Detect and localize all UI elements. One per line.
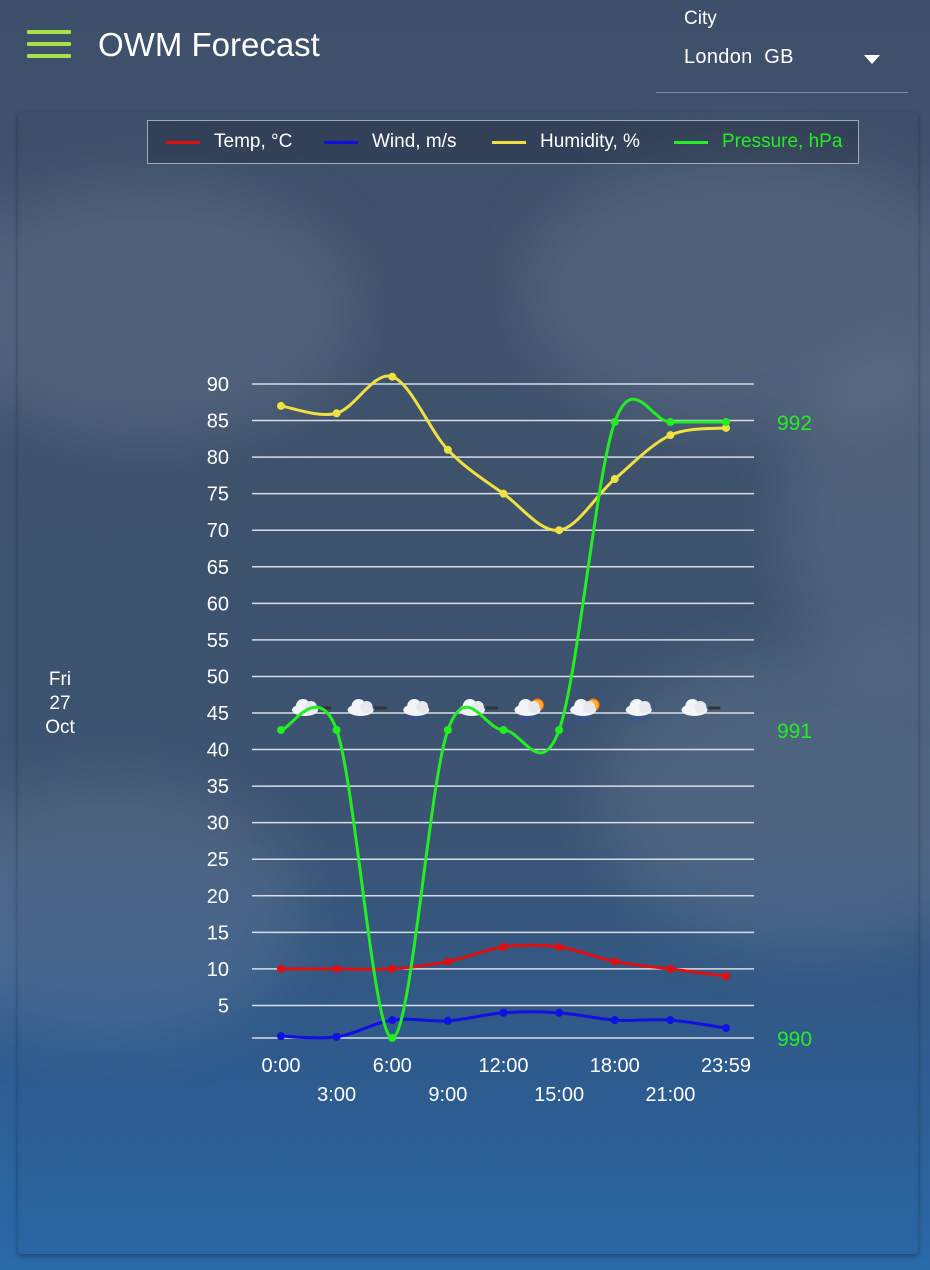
y-tick-label: 45 [207, 703, 229, 725]
legend-item-humidity[interactable]: Humidity, % [492, 121, 640, 163]
data-point-wind[interactable] [555, 1008, 564, 1017]
legend-label-pressure: Pressure, hPa [722, 131, 843, 152]
rain-sun-icon [570, 698, 600, 722]
data-point-humidity[interactable] [722, 423, 730, 432]
y-tick-label: 90 [207, 374, 229, 396]
x-tick-label: 9:00 [428, 1084, 467, 1106]
series-line-humidity [280, 374, 727, 532]
data-point-wind[interactable] [610, 1016, 619, 1025]
y-tick-label: 15 [207, 922, 229, 944]
data-point-temp[interactable] [443, 957, 452, 966]
caret-down-icon [864, 55, 880, 64]
data-point-pressure[interactable] [332, 726, 341, 734]
city-label: City [684, 8, 717, 29]
day-number: 27 [49, 693, 71, 714]
data-point-temp[interactable] [610, 957, 619, 966]
y-tick-label: 5 [218, 995, 229, 1017]
legend-label-humidity: Humidity, % [540, 131, 640, 152]
chart-legend: Temp, °C Wind, m/s Humidity, % Pressure,… [147, 120, 859, 164]
y-tick-label: 65 [207, 557, 229, 579]
data-point-pressure[interactable] [277, 726, 285, 734]
data-point-wind[interactable] [443, 1016, 452, 1025]
data-point-pressure[interactable] [722, 418, 730, 426]
data-point-pressure[interactable] [555, 726, 564, 734]
y2-tick-label: 991 [777, 720, 812, 743]
x-tick-label: 3:00 [317, 1084, 356, 1106]
rain-cloud-icon [403, 699, 430, 722]
x-tick-label: 23:59 [701, 1055, 751, 1077]
data-point-humidity[interactable] [332, 409, 341, 418]
y-tick-label: 85 [207, 411, 229, 433]
data-point-temp[interactable] [722, 972, 730, 981]
y-tick-label: 25 [207, 849, 229, 871]
app-header: OWM Forecast City London GB [0, 0, 930, 100]
legend-swatch-humidity [492, 140, 526, 144]
x-tick-label: 12:00 [478, 1055, 528, 1077]
data-point-pressure[interactable] [499, 726, 508, 734]
y-tick-label: 55 [207, 630, 229, 652]
data-point-temp[interactable] [388, 964, 397, 973]
data-point-wind[interactable] [332, 1032, 341, 1041]
rain-cloud-icon [625, 699, 652, 722]
rain-sun-icon [514, 698, 544, 722]
legend-swatch-pressure [674, 140, 708, 144]
page-title: OWM Forecast [98, 26, 320, 63]
y2-tick-label: 990 [777, 1028, 812, 1051]
data-point-pressure[interactable] [388, 1034, 397, 1042]
data-point-temp[interactable] [277, 964, 285, 973]
data-point-wind[interactable] [277, 1032, 285, 1041]
x-tick-label: 0:00 [262, 1055, 301, 1077]
legend-swatch-temp [166, 140, 200, 144]
x-tick-label: 6:00 [373, 1055, 412, 1077]
legend-label-temp: Temp, °C [214, 131, 293, 152]
legend-swatch-wind [324, 140, 358, 144]
series-line-pressure [280, 397, 726, 1040]
x-tick-label: 21:00 [645, 1084, 695, 1106]
y-tick-label: 40 [207, 740, 229, 762]
data-point-wind[interactable] [722, 1024, 730, 1033]
data-point-pressure[interactable] [610, 418, 619, 426]
data-point-pressure[interactable] [443, 726, 452, 734]
data-point-humidity[interactable] [499, 489, 508, 498]
legend-item-pressure[interactable]: Pressure, hPa [674, 121, 842, 163]
hamburger-icon[interactable] [27, 30, 73, 58]
legend-item-wind[interactable]: Wind, m/s [324, 121, 456, 163]
data-point-pressure[interactable] [666, 418, 675, 426]
data-point-wind[interactable] [499, 1008, 508, 1017]
y-tick-label: 35 [207, 776, 229, 798]
y2-tick-label: 992 [777, 412, 812, 435]
data-point-wind[interactable] [388, 1016, 397, 1025]
data-point-humidity[interactable] [443, 445, 452, 454]
day-month: Oct [45, 717, 75, 738]
cloudy-night-icon [681, 699, 721, 716]
legend-label-wind: Wind, m/s [372, 131, 457, 152]
y-tick-label: 75 [207, 484, 229, 506]
city-value: London GB [684, 46, 794, 68]
data-point-humidity[interactable] [555, 526, 564, 535]
y-tick-label: 30 [207, 813, 229, 835]
y-tick-label: 80 [207, 447, 229, 469]
data-point-temp[interactable] [332, 964, 341, 973]
y-tick-label: 60 [207, 593, 229, 615]
data-point-humidity[interactable] [388, 372, 397, 381]
data-point-humidity[interactable] [610, 475, 619, 484]
legend-item-temp[interactable]: Temp, °C [166, 121, 292, 163]
day-weekday: Fri [48, 669, 72, 690]
y-tick-label: 70 [207, 520, 229, 542]
data-point-temp[interactable] [499, 942, 508, 951]
day-label: Fri 27 Oct [30, 668, 90, 740]
data-point-humidity[interactable] [277, 401, 285, 410]
cloudy-night-icon [347, 699, 387, 716]
data-point-humidity[interactable] [666, 431, 675, 440]
data-point-temp[interactable] [666, 964, 675, 973]
city-select[interactable]: London GB [656, 40, 908, 93]
x-tick-label: 15:00 [534, 1084, 584, 1106]
y-tick-label: 10 [207, 959, 229, 981]
data-point-temp[interactable] [555, 942, 564, 951]
y-tick-label: 50 [207, 666, 229, 688]
y-tick-label: 20 [207, 886, 229, 908]
data-point-wind[interactable] [666, 1016, 675, 1025]
x-tick-label: 18:00 [590, 1055, 640, 1077]
